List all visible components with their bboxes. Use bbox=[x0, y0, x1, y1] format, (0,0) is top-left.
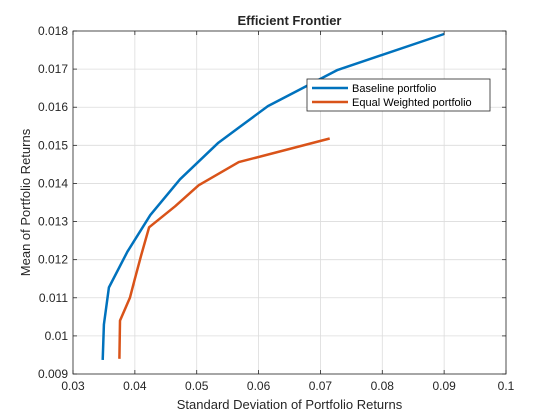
y-tick-label: 0.01 bbox=[45, 329, 69, 343]
x-tick-label: 0.04 bbox=[123, 379, 147, 393]
y-tick-label: 0.014 bbox=[38, 176, 68, 190]
y-tick-label: 0.016 bbox=[38, 100, 68, 114]
y-tick-label: 0.018 bbox=[38, 24, 68, 38]
ticks: 0.03 0.04 0.05 0.06 0.07 0.08 0.09 0.1 0.009 0.01… bbox=[38, 24, 515, 393]
y-tick-label: 0.015 bbox=[38, 138, 68, 152]
series-group bbox=[101, 32, 445, 360]
plot-frame bbox=[72, 30, 507, 375]
legend-label-baseline: Baseline portfolio bbox=[352, 83, 436, 95]
series-line-equal-weighted bbox=[118, 137, 331, 359]
x-tick-label: 0.05 bbox=[185, 379, 209, 393]
x-tick-label: 0.09 bbox=[432, 379, 456, 393]
legend-box bbox=[306, 78, 491, 112]
x-axis-label: Standard Deviation of Portfolio Returns bbox=[177, 397, 403, 412]
y-tick-label: 0.009 bbox=[38, 367, 68, 381]
y-tick-label: 0.013 bbox=[38, 215, 68, 229]
x-tick-label: 0.07 bbox=[309, 379, 333, 393]
series-line-baseline bbox=[101, 32, 445, 360]
chart-title: Efficient Frontier bbox=[237, 13, 341, 28]
x-tick-label: 0.1 bbox=[498, 379, 515, 393]
x-tick-label: 0.06 bbox=[247, 379, 271, 393]
y-tick-label: 0.012 bbox=[38, 253, 68, 267]
x-tick-label: 0.08 bbox=[371, 379, 395, 393]
y-axis-label: Mean of Portfolio Returns bbox=[18, 128, 33, 276]
y-tick-label: 0.011 bbox=[39, 291, 68, 305]
x-tick-label: 0.03 bbox=[61, 379, 85, 393]
legend: Baseline portfolio Equal Weighted portfo… bbox=[306, 78, 491, 112]
y-tick-label: 0.017 bbox=[38, 62, 68, 76]
legend-label-equal-weighted: Equal Weighted portfolio bbox=[352, 97, 472, 109]
